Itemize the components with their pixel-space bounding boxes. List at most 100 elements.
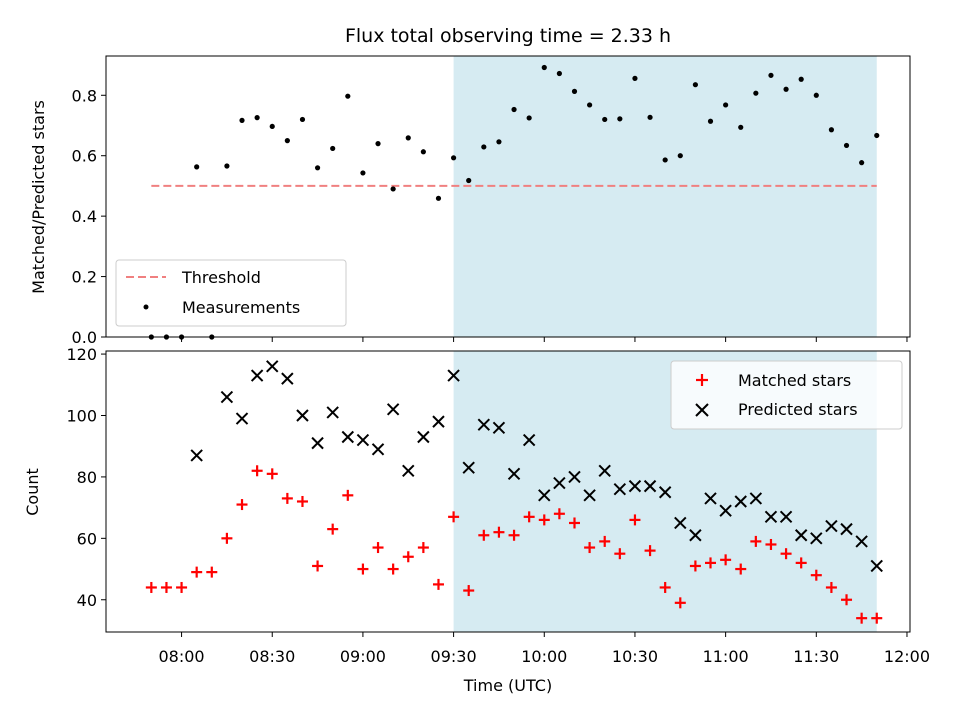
matched-star-point [448,511,460,523]
predicted-star-point [371,443,385,456]
predicted-star-point [492,421,506,434]
legend-measurements-label: Measurements [182,298,300,317]
predicted-star-point [311,436,324,450]
matched-star-point [387,563,399,575]
matched-star-point [568,517,580,529]
matched-star-point [160,581,172,593]
xtick-label: 09:30 [431,647,477,666]
panel-bottom: 40 60 80 100 120 08:00 08:30 09:00 09:30 10:00 10… [23,345,930,695]
bottom-y-axis: 40 60 80 100 120 [66,345,106,610]
predicted-star-point [417,430,430,444]
measurement-point [602,116,608,123]
measurement-point [239,117,245,123]
predicted-star-point [810,532,823,545]
legend-predicted-label: Predicted stars [738,400,858,419]
predicted-star-point [613,482,627,496]
bottom-legend: Matched stars Predicted stars [670,360,903,430]
bottom-x-axis: 08:00 08:30 09:00 09:30 10:00 10:30 11:00 11:30… [159,632,930,666]
bottom-ytick-label: 120 [66,345,97,364]
matched-star-point [538,514,550,526]
bottom-ytick-label: 80 [77,468,97,487]
measurement-point [874,132,880,139]
measurement-point [798,76,804,82]
predicted-star-point [447,369,460,382]
matched-star-point [463,585,475,597]
predicted-star-point [538,489,551,502]
bottom-ytick-label: 100 [66,406,97,425]
matched-star-point [402,551,414,563]
matched-star-point [281,492,293,504]
predicted-star-point [266,360,279,373]
measurement-point [723,102,729,108]
measurement-point [299,116,306,123]
measurement-point [662,157,668,163]
predicted-star-point [341,430,355,444]
matched-star-point [432,578,444,590]
matched-star-point [266,468,278,480]
measurement-point [632,75,638,81]
measurement-point [707,118,714,124]
matched-star-point [553,508,565,520]
legend-matched-label: Matched stars [738,371,851,390]
top-ytick-label: 0.0 [72,328,97,347]
matched-star-point [765,538,777,550]
predicted-star-point [507,467,521,481]
predicted-star-point [296,409,309,422]
matched-star-point [372,542,384,554]
bottom-ylabel: Count [23,468,42,516]
predicted-star-point [643,479,657,493]
matched-star-point [674,597,686,609]
predicted-star-point [553,476,566,490]
predicted-star-point [477,418,491,431]
measurement-point [753,90,759,96]
measurement-point [314,165,321,171]
matched-star-point [312,560,324,572]
matched-star-point [417,542,429,554]
measurement-point [677,153,683,159]
legend-threshold-label: Threshold [181,268,261,287]
measurement-point [556,70,562,77]
measurement-point [435,195,442,201]
measurement-point [194,164,200,170]
measurement-point [254,115,260,121]
measurement-point [450,155,457,161]
x-axis-label: Time (UTC) [463,676,552,695]
matched-star-point [493,526,505,538]
panel-top: 0.00.20.40.60.8 Matched/Predicted stars … [29,55,911,347]
measurement-point [330,145,336,152]
legend-predicted-marker [695,403,709,417]
measurement-point [813,92,819,98]
matched-star-point [251,465,263,477]
predicted-star-point [749,492,763,505]
matched-star-point [584,542,596,554]
measurement-point [692,82,698,88]
predicted-star-point [674,516,687,530]
matched-star-point [508,529,520,541]
measurement-point [466,177,472,184]
matched-star-point [221,532,233,544]
matched-star-point [841,594,853,606]
top-shaded-span [453,56,877,337]
chart-title: Flux total observing time = 2.33 h [345,25,671,47]
predicted-star-point [704,492,717,505]
matched-star-point [780,548,792,560]
matched-star-point [689,560,701,572]
predicted-star-point [402,464,415,477]
top-legend: Threshold Measurements [115,259,347,327]
matched-star-point [705,557,717,569]
bottom-marks [145,360,883,624]
matched-star-point [750,535,762,547]
matched-star-point [206,566,218,578]
predicted-star-point [220,390,234,404]
matched-star-point [795,557,807,569]
matched-star-point [296,495,308,507]
matched-star-point [735,563,747,575]
measurement-point [587,102,593,108]
measurement-point [224,163,230,169]
top-ylabel: Matched/Predicted stars [29,100,48,294]
measurement-point [617,116,623,122]
predicted-star-point [386,403,400,416]
predicted-star-point [326,406,339,419]
top-ytick-label: 0.2 [72,268,97,287]
